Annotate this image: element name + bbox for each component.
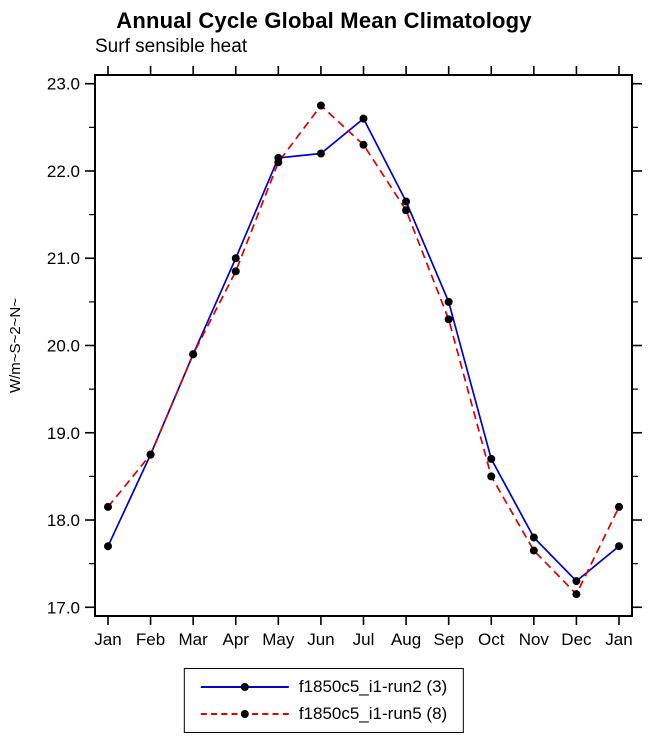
series-marker <box>572 590 581 599</box>
y-tick-label: 23.0 <box>47 75 80 94</box>
x-tick-label: Jul <box>353 630 375 649</box>
legend-label-run2: f1850c5_i1-run2 (3) <box>298 677 448 696</box>
series-marker <box>359 114 368 123</box>
y-tick-label: 20.0 <box>47 337 80 356</box>
series-marker <box>231 254 240 263</box>
series-marker <box>359 140 368 149</box>
x-tick-label: Jun <box>307 630 334 649</box>
x-tick-label: Feb <box>136 630 165 649</box>
series-marker <box>444 297 453 306</box>
legend-label-run5: f1850c5_i1-run5 (8) <box>298 704 448 723</box>
series-marker <box>487 454 496 463</box>
legend-marker-dot-icon <box>240 683 249 691</box>
series-marker <box>444 315 453 324</box>
x-tick-label: Jan <box>605 630 632 649</box>
legend-line-sample-run2 <box>200 680 289 694</box>
x-tick-label: May <box>262 630 295 649</box>
x-tick-label: Oct <box>478 630 505 649</box>
series-marker <box>104 542 112 551</box>
series-marker <box>487 472 496 481</box>
series-marker <box>402 197 411 206</box>
x-tick-label: Jan <box>94 630 121 649</box>
y-tick-label: 22.0 <box>47 162 80 181</box>
chart-subtitle: Surf sensible heat <box>95 36 248 57</box>
y-tick-label: 21.0 <box>47 249 80 268</box>
series-marker <box>316 149 325 158</box>
x-tick-label: Apr <box>223 630 250 649</box>
series-marker <box>529 546 538 555</box>
x-tick-label: Aug <box>391 630 421 649</box>
x-tick-label: Sep <box>434 630 464 649</box>
y-tick-label: 18.0 <box>47 511 80 530</box>
x-tick-label: Mar <box>179 630 209 649</box>
series-marker <box>274 158 283 167</box>
chart-canvas: 17.0 18.0 19.0 20.0 21.0 22.0 23.0 Jan Feb Mar Apr… <box>7 66 642 649</box>
series-line-0 <box>107 117 620 583</box>
series-marker <box>146 450 155 459</box>
series-line-1 <box>107 104 620 596</box>
series-marker <box>316 101 325 110</box>
series-marker <box>189 350 198 359</box>
x-tick-label: Nov <box>519 630 550 649</box>
axes: 17.0 18.0 19.0 20.0 21.0 22.0 23.0 Jan Feb Mar Apr… <box>47 66 642 649</box>
series-marker <box>615 502 623 511</box>
series-marker <box>529 533 538 542</box>
legend-line-sample-run5 <box>200 707 289 721</box>
series-marker <box>572 577 581 586</box>
legend-marker-dot-icon <box>240 710 249 718</box>
x-tick-label: Dec <box>561 630 592 649</box>
series-marker <box>104 502 112 511</box>
y-tick-label: 17.0 <box>47 598 80 617</box>
y-axis-label: W/m~S~2~N~ <box>7 298 24 393</box>
y-tick-label: 19.0 <box>47 424 80 443</box>
series-marker <box>231 267 240 276</box>
series-marker <box>615 542 623 551</box>
legend-item: f1850c5_i1-run2 (3) <box>200 675 448 699</box>
chart-title: Annual Cycle Global Mean Climatology <box>116 8 532 33</box>
series-marker <box>402 206 411 215</box>
chart-legend: f1850c5_i1-run2 (3) f1850c5_i1-run5 (8) <box>183 668 465 733</box>
legend-item: f1850c5_i1-run5 (8) <box>200 702 448 726</box>
